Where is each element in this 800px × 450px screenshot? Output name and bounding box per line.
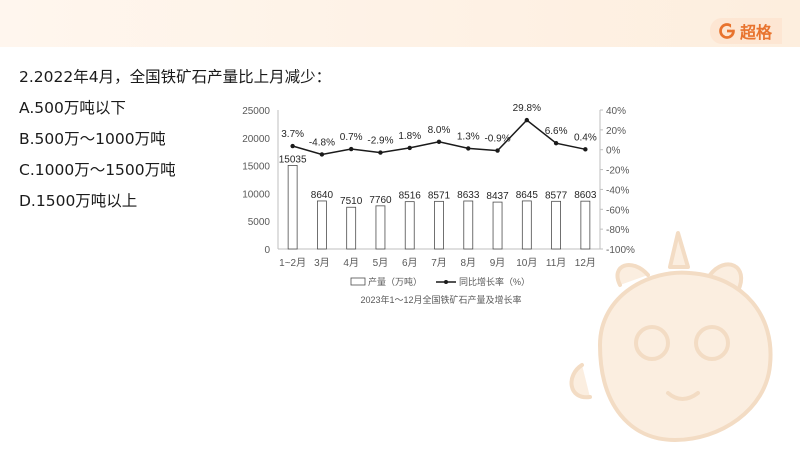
x-tick-label: 11月 (546, 257, 566, 269)
legend-bar-label: 产量（万吨） (368, 276, 422, 287)
x-tick-label: 12月 (575, 257, 596, 269)
left-tick-label: 25000 (242, 106, 270, 117)
chart-title: 2023年1～12月全国铁矿石产量及增长率 (360, 294, 521, 305)
growth-rate-label: 6.6% (545, 126, 568, 137)
growth-rate-point (524, 117, 530, 123)
growth-rate-label: 0.7% (340, 132, 363, 143)
bar (434, 200, 444, 250)
bar-value-label: 8516 (399, 191, 422, 202)
bar (580, 200, 591, 250)
x-tick-label: 9月 (490, 257, 506, 269)
x-tick-label: 10月 (516, 257, 537, 269)
bar-value-label: 8437 (486, 191, 509, 202)
right-tick-label: -100% (606, 245, 635, 256)
growth-rate-label: 1.8% (398, 131, 421, 142)
growth-rate-label: 1.3% (457, 131, 480, 142)
growth-rate-label: -2.9% (367, 136, 393, 147)
growth-rate-label: 3.7% (281, 129, 304, 140)
x-tick-label: 6月 (402, 257, 418, 269)
x-tick-label: 5月 (373, 257, 389, 269)
x-tick-label: 7月 (431, 257, 447, 269)
brand-logo-text: 超格 (739, 23, 772, 42)
growth-rate-point (436, 139, 442, 144)
right-tick-label: -20% (606, 166, 629, 177)
x-tick-label: 3月 (314, 257, 330, 269)
left-tick-label: 10000 (242, 189, 270, 200)
brand-logo: 超格 (709, 18, 782, 44)
brand-logo-icon (719, 23, 736, 39)
chart-card: 0 5000 10000 15000 20000 25000 40% 20% 0% -20% -40… (238, 99, 644, 309)
x-tick-label: 4月 (343, 257, 359, 269)
bar-value-label: 8571 (428, 190, 451, 201)
option-b[interactable]: B.500万～1000万吨 (19, 130, 166, 148)
bar (404, 201, 415, 250)
option-a[interactable]: A.500万吨以下 (19, 99, 126, 117)
growth-rate-point (553, 140, 559, 146)
growth-rate-point (407, 145, 412, 151)
growth-rate-label: 0.4% (574, 132, 597, 143)
growth-rate-point (495, 148, 500, 153)
bar-value-label: 7760 (369, 195, 392, 206)
option-c[interactable]: C.1000万～1500万吨 (19, 161, 176, 179)
bar-value-label: 15035 (279, 154, 307, 165)
question-block: 2.2022年4月，全国铁矿石产量比上月减少： A.500万吨以下 B.500万… (19, 62, 331, 217)
bar (521, 200, 532, 250)
growth-rate-point (378, 150, 383, 155)
bar (375, 205, 386, 250)
right-tick-label: -80% (606, 225, 629, 236)
right-tick-label: -40% (606, 185, 629, 196)
right-tick-label: -60% (606, 205, 629, 216)
left-tick-label: 15000 (242, 162, 270, 173)
bar-value-label: 8577 (545, 190, 568, 201)
growth-rate-label: -0.9% (484, 134, 510, 145)
growth-rate-label: 29.8% (513, 103, 541, 114)
bar (551, 200, 561, 250)
growth-rate-point (466, 146, 471, 151)
bar (492, 201, 503, 250)
growth-rate-point (319, 152, 325, 157)
left-tick-label: 0 (264, 245, 270, 256)
legend-bar-swatch (350, 277, 366, 286)
bar (346, 206, 357, 250)
growth-rate-point (348, 146, 354, 152)
growth-rate-point (290, 143, 295, 149)
legend-line-label: 同比增长率（%） (459, 276, 530, 287)
bar (463, 200, 474, 250)
bar-value-label: 8633 (457, 190, 480, 201)
bar-value-label: 8640 (311, 190, 334, 201)
bar-value-label: 8645 (516, 190, 539, 201)
growth-rate-point (583, 147, 588, 152)
legend-line-marker (444, 280, 448, 284)
bar-value-label: 8603 (574, 190, 597, 201)
right-tick-label: 40% (606, 106, 626, 117)
left-tick-label: 20000 (242, 134, 270, 145)
bar (317, 200, 327, 250)
header-bar (0, 0, 800, 47)
unicorn-mascot-icon (569, 231, 773, 442)
right-tick-label: 20% (606, 126, 626, 137)
bar (287, 165, 298, 250)
question-stem: 2.2022年4月，全国铁矿石产量比上月减少： (19, 68, 332, 86)
bar-value-label: 7510 (340, 196, 363, 207)
growth-rate-label: 8.0% (428, 125, 451, 136)
growth-rate-label: -4.8% (309, 137, 335, 148)
x-tick-label: 8月 (460, 257, 476, 269)
left-tick-label: 5000 (248, 217, 271, 228)
option-d[interactable]: D.1500万吨以上 (19, 192, 138, 210)
right-tick-label: 0% (606, 146, 621, 157)
x-tick-label: 1~2月 (279, 257, 306, 269)
production-chart: 0 5000 10000 15000 20000 25000 40% 20% 0% -20% -40… (242, 103, 635, 305)
